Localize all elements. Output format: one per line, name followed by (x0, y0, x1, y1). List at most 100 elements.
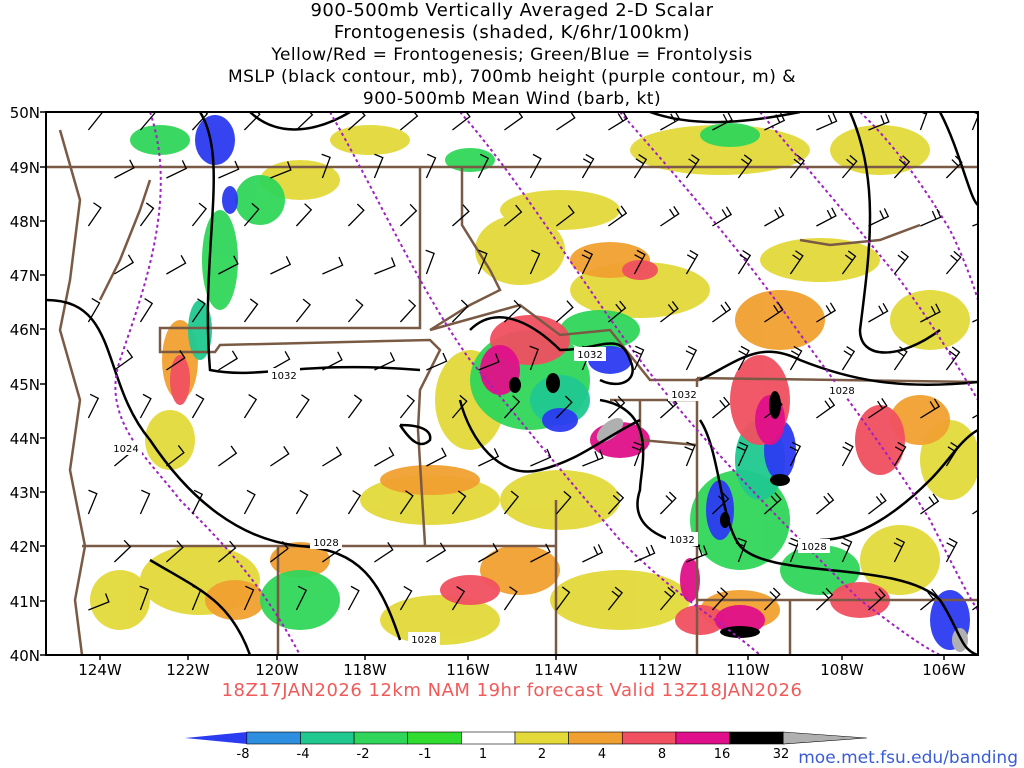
wind-barb (685, 249, 699, 275)
wind-barb (166, 349, 186, 371)
wind-barb (451, 490, 467, 515)
lon-label: 122W (166, 661, 210, 679)
colorbar-label: 4 (598, 747, 606, 760)
wind-barb (686, 545, 708, 563)
wind-barb (87, 489, 98, 515)
isobar-label: 1028 (829, 386, 854, 397)
isobar-labels: 1032 1032 1024 1028 1028 1032 1032 1028 … (110, 347, 858, 646)
wind-barb (633, 249, 646, 275)
colorbar-segment (407, 731, 462, 745)
wind-barb (399, 203, 418, 227)
colorbar-segment (461, 731, 516, 745)
wind-barb (218, 445, 238, 467)
wind-barb (451, 299, 469, 323)
wind-barb (632, 345, 645, 371)
wind-barb (191, 202, 208, 227)
colorbar-label: -4 (297, 747, 310, 760)
title-line-5: 900-500mb Mean Wind (barb, kt) (362, 89, 662, 109)
colorbar-label: 8 (658, 747, 666, 760)
wind-barb (893, 441, 907, 467)
lat-label: 44N (10, 430, 40, 448)
wind-barb (113, 539, 132, 563)
wind-barb (452, 112, 471, 131)
colorbar-segment (675, 731, 730, 745)
wind-barb (737, 345, 750, 371)
wind-barb (763, 587, 781, 611)
wind-barb (868, 113, 890, 131)
wind-barb (893, 250, 910, 275)
colorbar-label: 1 (479, 747, 487, 760)
title-line-4: MSLP (black contour, mb), 700mb height (… (227, 67, 797, 87)
wind-barb (139, 112, 156, 131)
wind-barb (295, 394, 310, 419)
wind-barb (711, 587, 729, 611)
lon-label: 110W (726, 661, 770, 679)
lon-label: 118W (343, 661, 387, 679)
wind-barb (218, 255, 239, 275)
wind-barb (945, 537, 958, 563)
lat-label: 48N (10, 213, 40, 231)
wind-barb (321, 153, 331, 179)
wind-barb (218, 350, 239, 371)
wind-barb (868, 208, 890, 227)
wind-barb (114, 254, 135, 275)
wind-barb (868, 302, 889, 323)
lat-label: 50N (10, 104, 40, 122)
wind-barb (322, 446, 343, 467)
credit-link[interactable]: moe.met.fsu.edu/banding (798, 748, 1018, 768)
wind-barb (920, 588, 939, 611)
wind-barb (399, 585, 413, 611)
wind-barb (166, 160, 188, 179)
lon-label: 114W (534, 661, 578, 679)
wind-barb (87, 393, 100, 419)
wind-barb (581, 153, 595, 179)
colorbar-label: -8 (237, 747, 250, 760)
wind-barb (243, 112, 261, 131)
colorbar: -8 -4 -2 -1 1 2 4 8 16 32 (185, 731, 867, 760)
wind-barb (399, 394, 416, 419)
wind-barb (477, 153, 490, 179)
wind-barb (425, 249, 435, 275)
lat-label: 41N (10, 593, 40, 611)
wind-barb (503, 490, 520, 515)
forecast-info: 18Z17JAN2026 12km NAM 19hr forecast Vali… (221, 680, 803, 701)
wind-barb (451, 394, 468, 419)
wind-barb (530, 448, 552, 467)
wind-barb (218, 540, 237, 563)
colorbar-tick-labels: -8 -4 -2 -1 1 2 4 8 16 32 (237, 747, 790, 760)
wind-barb (503, 395, 521, 419)
wind-barb (270, 445, 290, 467)
wind-barb (789, 154, 806, 179)
colorbar-segment (782, 731, 867, 745)
wind-barb (243, 394, 258, 419)
lat-label: 47N (10, 267, 40, 285)
wind-barb (841, 154, 858, 179)
colorbar-segment (353, 731, 409, 745)
wind-barb (840, 537, 853, 563)
wind-barb (477, 249, 488, 275)
wind-barb (634, 544, 656, 563)
lon-label: 112W (638, 661, 682, 679)
isobar-label: 1028 (801, 542, 826, 553)
wind-barb (945, 250, 962, 275)
wind-barb (503, 586, 518, 611)
wind-barb (270, 161, 292, 179)
wind-barb (841, 441, 854, 467)
wind-barb (816, 207, 837, 227)
longitude-labels: 124W 122W 120W 118W 116W 114W 112W 110W … (78, 661, 966, 679)
wind-barb (631, 441, 643, 467)
wind-barb (789, 250, 804, 275)
wind-barb (660, 205, 680, 227)
wind-barb (166, 254, 187, 275)
isobar-label: 1032 (271, 371, 296, 382)
lon-label: 108W (820, 661, 864, 679)
wind-barb (555, 586, 571, 611)
wind-barb (737, 250, 752, 275)
colorbar-segment (729, 731, 784, 745)
colorbar-label: -1 (419, 747, 432, 760)
lon-label: 120W (255, 661, 299, 679)
wind-barb (841, 250, 857, 275)
wind-barb (295, 489, 309, 515)
isobar-label: 1032 (669, 535, 694, 546)
wind-barb (191, 393, 205, 419)
